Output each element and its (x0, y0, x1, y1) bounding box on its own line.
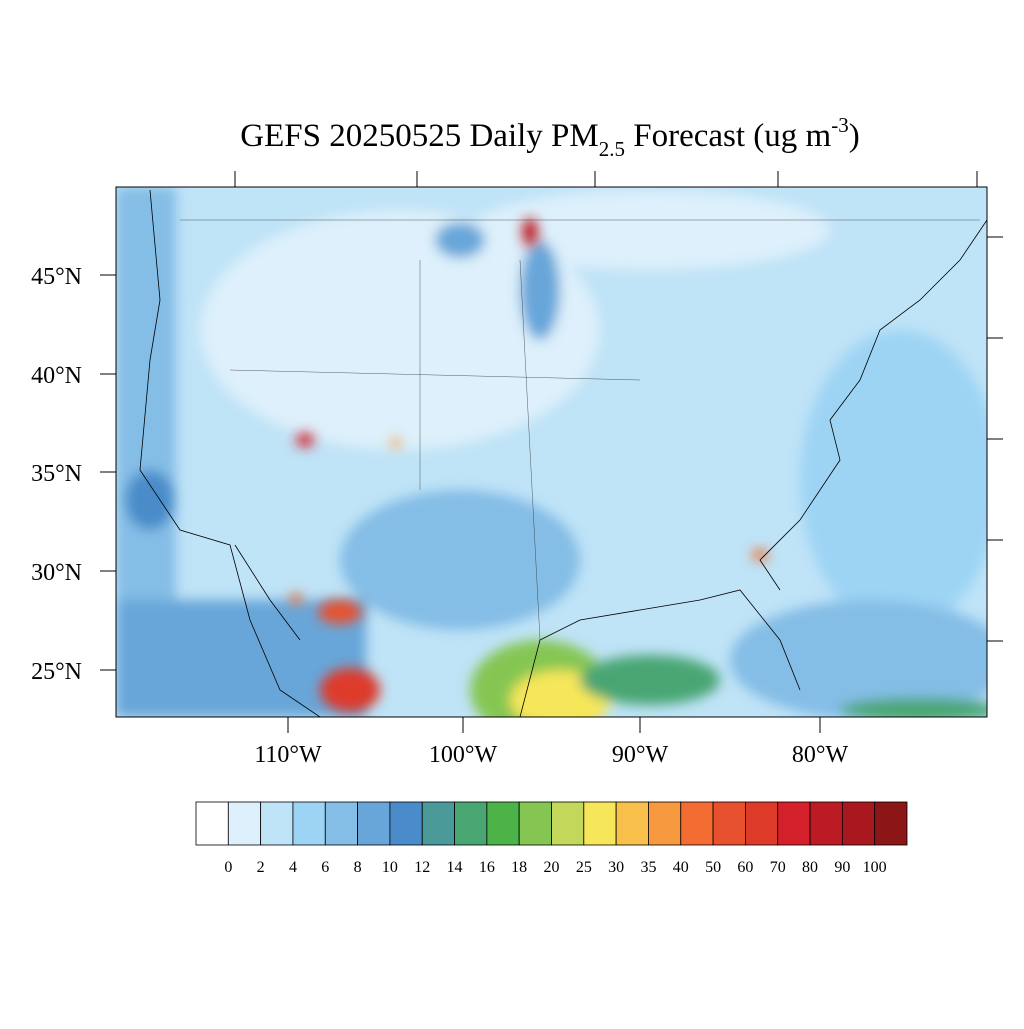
colorbar-label: 12 (414, 859, 430, 876)
title-main: GEFS 20250525 Daily PM (240, 118, 598, 154)
title-superscript: -3 (831, 113, 849, 137)
title-subscript: 2.5 (599, 137, 625, 161)
colorbar-box (745, 801, 779, 846)
colorbar-box (615, 801, 649, 846)
colorbar-label: 0 (224, 859, 232, 876)
colorbar-label: 4 (289, 859, 297, 876)
longitude-label: 80°W (792, 742, 849, 768)
longitude-label: 100°W (429, 742, 498, 768)
longitude-label: 110°W (254, 742, 322, 768)
colorbar-label: 20 (544, 859, 560, 876)
colorbar-box (227, 801, 262, 846)
colorbar-label: 35 (640, 859, 656, 876)
colorbar-box (712, 801, 746, 846)
title-end: ) (849, 118, 860, 154)
colorbar-box (454, 801, 488, 846)
colorbar-box (680, 801, 714, 846)
map-frame (115, 186, 988, 718)
colorbar-box (389, 801, 423, 846)
colorbar-label: 18 (511, 859, 527, 876)
colorbar-box (324, 801, 358, 846)
colorbar-box (648, 801, 682, 846)
colorbar-box (260, 801, 294, 846)
colorbar-label: 25 (576, 859, 592, 876)
colorbar-label: 16 (479, 859, 495, 876)
latitude-label: 40°N (31, 363, 82, 389)
colorbar-box (551, 801, 585, 846)
title: GEFS 20250525 Daily PM2.5 Forecast (ug m… (240, 113, 859, 161)
colorbar-label: 40 (673, 859, 689, 876)
colorbar-box (486, 801, 520, 846)
axis-labels: 45°N 40°N 35°N 30°N 25°N 110°W 100°W 90°W 80°W (31, 264, 848, 768)
latitude-label: 30°N (31, 560, 82, 586)
colorbar-box (195, 801, 229, 846)
colorbar-box (841, 801, 876, 846)
latitude-label: 45°N (31, 264, 82, 290)
longitude-label: 90°W (612, 742, 669, 768)
colorbar-box (583, 801, 617, 846)
colorbar-box (518, 801, 552, 846)
colorbar-box (777, 801, 811, 846)
latitude-label: 25°N (31, 659, 82, 685)
colorbar-box (357, 801, 391, 846)
colorbar-box (421, 801, 455, 846)
colorbar-label: 60 (737, 859, 753, 876)
map-field (116, 187, 987, 717)
colorbar-label: 10 (382, 859, 398, 876)
frame-ticks (100, 171, 1003, 733)
colorbar-box (874, 801, 908, 846)
colorbar-label: 8 (354, 859, 362, 876)
colorbar-box (292, 801, 326, 846)
colorbar-label: 70 (770, 859, 786, 876)
colorbar: 0 2 4 6 8 10 12 14 16 18 20 25 30 35 40 50 60 70 80 90 100 (195, 801, 908, 876)
latitude-label: 35°N (31, 461, 82, 487)
colorbar-label: 100 (863, 859, 887, 876)
colorbar-label: 6 (321, 859, 329, 876)
colorbar-label: 2 (257, 859, 265, 876)
colorbar-label: 30 (608, 859, 624, 876)
colorbar-label: 50 (705, 859, 721, 876)
title-middle: Forecast (ug m (625, 118, 832, 154)
colorbar-label: 14 (447, 859, 463, 876)
colorbar-box (809, 801, 843, 846)
colorbar-label: 80 (802, 859, 818, 876)
colorbar-label: 90 (834, 859, 850, 876)
